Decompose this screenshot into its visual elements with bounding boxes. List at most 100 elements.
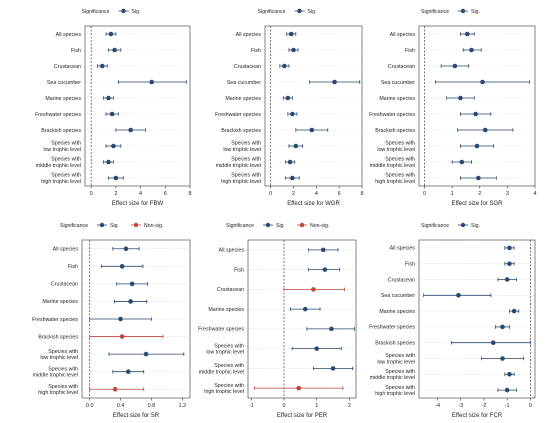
point-estimate <box>311 287 316 292</box>
category-label: All species <box>390 246 416 252</box>
category-label: All species <box>219 248 245 254</box>
legend-key-dot <box>460 222 466 228</box>
point-estimate <box>113 175 119 181</box>
point-estimate <box>290 111 295 117</box>
point-estimate <box>123 246 129 252</box>
category-label: Marine species <box>45 96 81 102</box>
category-label: Species with high trophic level <box>221 173 261 185</box>
point-estimate <box>469 47 474 53</box>
category-label: Species with low trophic level <box>206 343 244 355</box>
category-label: Crustacean <box>388 277 415 283</box>
category-label: Species with high trophic level <box>375 173 415 185</box>
category-label: Brackish species <box>375 341 415 347</box>
forest-panel-1: Significance Sig. All species Fish Crustacea… <box>35 8 192 207</box>
category-label: Sea cucumber <box>47 80 81 86</box>
point-estimate <box>500 356 505 361</box>
point-estimate <box>314 346 320 351</box>
point-estimate <box>109 111 115 117</box>
x-tick-label: 0.8 <box>148 403 156 409</box>
point-estimate <box>106 159 111 165</box>
x-tick-label: 4 <box>139 191 142 197</box>
point-estimate <box>332 79 337 85</box>
x-tick-label: 4 <box>533 191 536 197</box>
category-label: Marine species <box>379 96 415 102</box>
x-tick-label: 0 <box>90 191 93 197</box>
x-tick-label: 8 <box>188 191 191 197</box>
point-estimate <box>119 264 125 269</box>
point-estimate <box>329 326 334 332</box>
category-label: All species <box>390 32 416 38</box>
category-label: Fish <box>405 48 415 54</box>
point-estimate <box>111 143 116 149</box>
point-estimate <box>511 308 517 314</box>
category-label: Species with low trophic level <box>43 141 81 153</box>
category-label: Crustacean <box>234 64 261 70</box>
forest-panel-3: Significance Sig. All species Fish Crustacea… <box>369 8 537 207</box>
category-label: Freshwater species <box>32 317 78 323</box>
x-tick-label: 1 <box>315 403 318 409</box>
point-estimate <box>128 299 133 304</box>
panel-frame <box>264 25 363 187</box>
point-estimate <box>99 63 105 69</box>
legend-key-dot <box>99 222 105 228</box>
point-estimate <box>293 143 299 149</box>
point-estimate <box>458 95 463 101</box>
point-estimate <box>125 369 131 374</box>
category-label: Species with middle trophic level <box>36 157 81 169</box>
x-tick-label: 0.0 <box>86 403 94 409</box>
legend-entry: Sig. <box>471 223 480 229</box>
point-estimate <box>112 386 118 392</box>
legend-title: Significance <box>258 9 286 15</box>
category-label: Fish <box>251 48 261 54</box>
legend-title: Significance <box>82 9 110 15</box>
point-estimate <box>480 79 485 85</box>
category-label: Species with middle trophic level <box>216 157 261 169</box>
point-estimate <box>118 316 123 322</box>
x-tick-label: 0 <box>529 403 532 409</box>
x-tick-label: 3 <box>506 191 509 197</box>
x-tick-label: -1 <box>249 403 254 409</box>
category-label: Crustacean <box>54 64 81 70</box>
category-label: Species with low trophic level <box>223 141 261 153</box>
point-estimate <box>476 175 481 181</box>
category-label: Brackish species <box>375 128 415 134</box>
category-label: Species with high trophic level <box>41 173 81 185</box>
x-tick-label: -2 <box>482 403 487 409</box>
panel-frame <box>418 239 536 399</box>
point-estimate <box>143 351 149 357</box>
legend-entry: Sig <box>276 223 284 229</box>
panel-frame <box>81 239 191 399</box>
point-estimate <box>465 31 470 37</box>
point-estimate <box>500 324 505 330</box>
category-label: All species <box>236 32 262 38</box>
point-estimate <box>287 159 293 165</box>
legend-title: Significance <box>421 223 449 229</box>
point-estimate <box>504 387 510 393</box>
legend-key-dot <box>265 222 271 228</box>
point-estimate <box>108 31 114 37</box>
panel-frame <box>84 25 191 187</box>
point-estimate <box>302 306 308 312</box>
point-estimate <box>291 47 296 53</box>
legend-entry: Sig. <box>132 9 141 15</box>
category-label: Brackish species <box>41 128 81 134</box>
legend-title: Significance <box>421 9 449 15</box>
x-tick-label: 2 <box>292 191 295 197</box>
panel-frame <box>247 239 357 399</box>
legend-key-dot <box>121 8 126 14</box>
category-label: Freshwater species <box>369 325 415 331</box>
category-label: Freshwater species <box>215 112 261 118</box>
forest-panel-6: Significance Sig. All species Fish Crustacea… <box>369 222 536 419</box>
category-label: Marine species <box>225 96 261 102</box>
point-estimate <box>288 31 294 37</box>
legend-entry: Sig. <box>471 9 480 15</box>
category-label: Freshwater species <box>198 327 244 333</box>
category-label: Species with middle trophic level <box>33 366 78 378</box>
x-tick-label: 2 <box>478 191 481 197</box>
point-estimate <box>473 111 478 117</box>
point-estimate <box>322 267 328 272</box>
legend-title: Significance <box>226 223 254 229</box>
category-label: Species with middle trophic level <box>370 157 415 169</box>
x-tick-label: 2 <box>114 191 117 197</box>
point-estimate <box>330 366 336 371</box>
